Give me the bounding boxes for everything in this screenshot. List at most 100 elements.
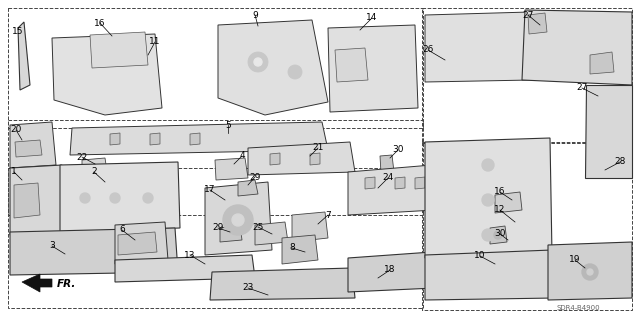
Text: 17: 17 [204, 186, 216, 195]
Polygon shape [190, 133, 200, 145]
Polygon shape [548, 242, 632, 300]
Polygon shape [335, 48, 368, 82]
Polygon shape [10, 228, 178, 275]
Circle shape [248, 52, 268, 72]
Circle shape [494, 231, 502, 239]
Text: 12: 12 [494, 205, 506, 214]
Bar [8, 8, 423, 128]
Polygon shape [310, 153, 320, 165]
Text: 11: 11 [149, 38, 161, 47]
Circle shape [288, 65, 302, 79]
Polygon shape [90, 32, 148, 68]
Polygon shape [15, 140, 42, 157]
Polygon shape [52, 34, 162, 115]
Text: SDR4-B4900: SDR4-B4900 [556, 305, 600, 311]
Text: 26: 26 [422, 46, 434, 55]
Text: 14: 14 [366, 13, 378, 23]
Circle shape [482, 194, 494, 206]
Polygon shape [215, 158, 248, 180]
Polygon shape [585, 85, 632, 178]
Polygon shape [220, 225, 242, 242]
Text: 2: 2 [91, 167, 97, 176]
Text: 20: 20 [10, 125, 22, 135]
Text: 4: 4 [239, 152, 245, 160]
Text: 5: 5 [225, 121, 231, 130]
Text: 21: 21 [312, 144, 324, 152]
Polygon shape [205, 182, 272, 255]
Polygon shape [348, 252, 435, 292]
Text: 18: 18 [384, 265, 396, 275]
Polygon shape [270, 153, 280, 165]
Polygon shape [10, 122, 56, 168]
Polygon shape [22, 274, 52, 292]
Polygon shape [70, 122, 328, 155]
Polygon shape [528, 13, 547, 34]
Text: 27: 27 [522, 11, 534, 19]
Polygon shape [115, 255, 255, 282]
Polygon shape [218, 20, 328, 115]
Text: 27: 27 [576, 84, 588, 93]
Circle shape [232, 214, 244, 226]
Polygon shape [14, 183, 40, 218]
Circle shape [143, 193, 153, 203]
Text: 16: 16 [94, 19, 106, 27]
Text: 7: 7 [325, 211, 331, 219]
Polygon shape [292, 212, 328, 242]
Polygon shape [328, 25, 418, 112]
Bar [422, 142, 632, 310]
Polygon shape [118, 232, 157, 255]
Text: 29: 29 [212, 224, 224, 233]
Circle shape [80, 193, 90, 203]
Text: 23: 23 [243, 284, 253, 293]
Circle shape [223, 205, 253, 235]
Polygon shape [115, 222, 168, 264]
Polygon shape [365, 177, 375, 189]
Polygon shape [425, 138, 552, 258]
Text: 9: 9 [252, 11, 258, 19]
Polygon shape [425, 12, 532, 82]
Text: 30: 30 [494, 229, 506, 239]
Circle shape [582, 264, 598, 280]
Polygon shape [210, 268, 355, 300]
Text: 25: 25 [252, 222, 264, 232]
Polygon shape [495, 192, 522, 213]
Circle shape [587, 269, 593, 275]
Text: 15: 15 [12, 27, 24, 36]
Bar [8, 168, 423, 308]
Polygon shape [60, 162, 180, 232]
Text: 24: 24 [382, 174, 394, 182]
Text: 8: 8 [289, 243, 295, 253]
Text: 29: 29 [250, 173, 260, 182]
Text: 1: 1 [11, 167, 17, 176]
Text: 28: 28 [614, 158, 626, 167]
Text: 16: 16 [494, 188, 506, 197]
Polygon shape [82, 158, 108, 180]
Polygon shape [380, 155, 394, 173]
Polygon shape [348, 165, 435, 215]
Text: 19: 19 [569, 256, 580, 264]
Polygon shape [415, 177, 425, 189]
Text: 30: 30 [392, 145, 404, 154]
Text: 6: 6 [119, 226, 125, 234]
Polygon shape [425, 250, 555, 300]
Polygon shape [590, 52, 614, 74]
Polygon shape [10, 165, 65, 235]
Text: FR.: FR. [57, 279, 76, 289]
Polygon shape [255, 222, 288, 245]
Polygon shape [18, 22, 30, 90]
Circle shape [254, 58, 262, 66]
Polygon shape [248, 142, 355, 175]
Bar [422, 8, 632, 143]
Text: 3: 3 [49, 241, 55, 250]
Polygon shape [395, 177, 405, 189]
Polygon shape [490, 226, 507, 244]
Text: 10: 10 [474, 251, 486, 261]
Polygon shape [282, 235, 318, 264]
Polygon shape [110, 133, 120, 145]
Polygon shape [150, 133, 160, 145]
Text: 22: 22 [76, 152, 88, 161]
Bar [8, 120, 423, 215]
Text: 13: 13 [184, 250, 196, 259]
Circle shape [110, 193, 120, 203]
Circle shape [482, 229, 494, 241]
